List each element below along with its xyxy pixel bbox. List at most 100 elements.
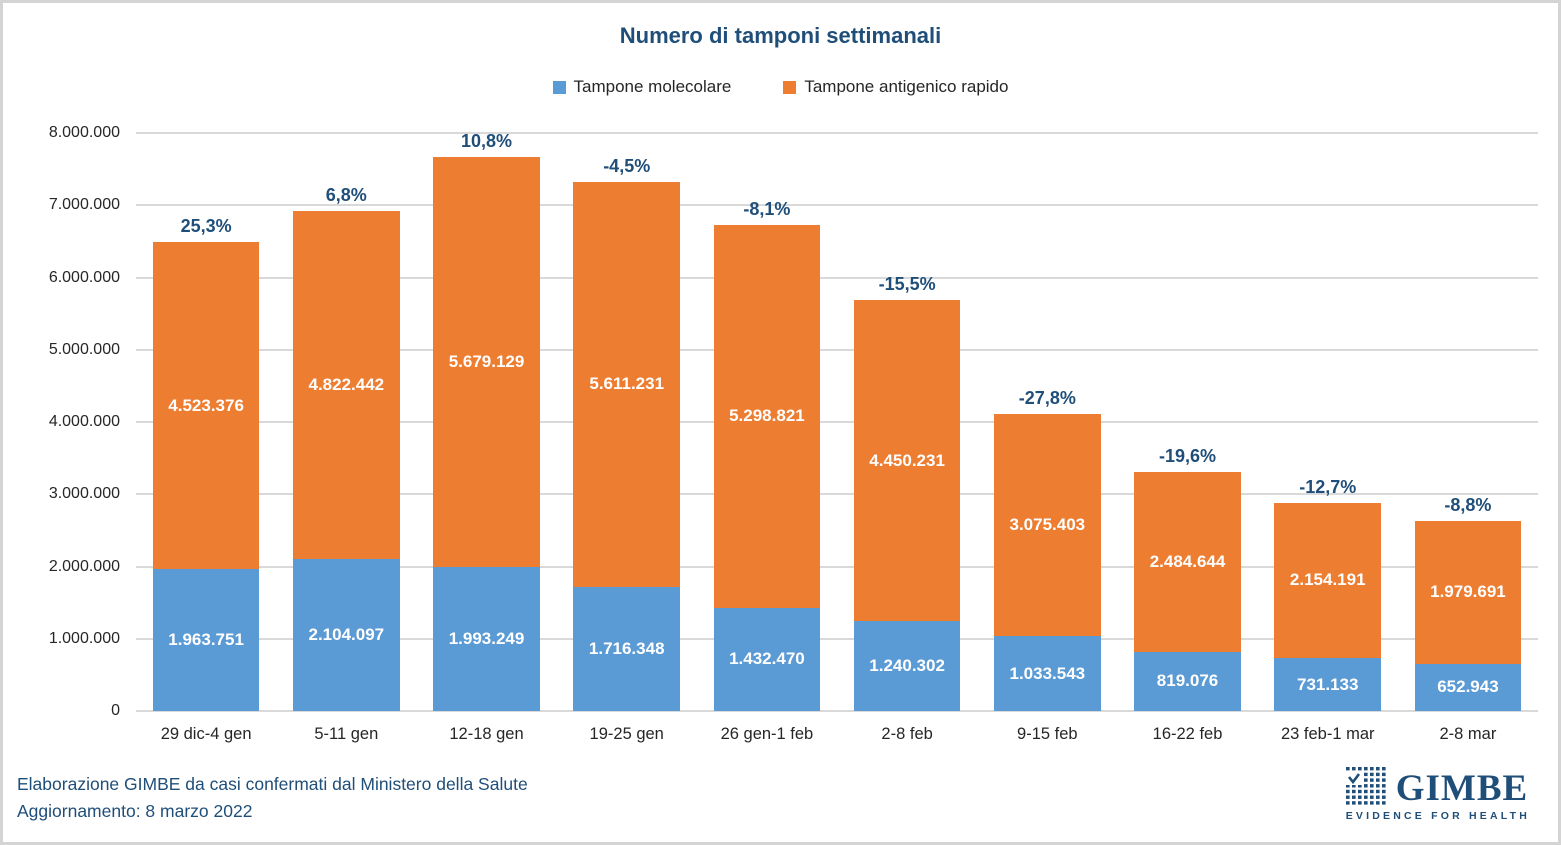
footer-source-line: Elaborazione GIMBE da casi confermati da… [17,774,528,794]
gimbe-logo-icon [1345,767,1386,805]
bar-stack: 5.611.231 1.716.348 [573,181,680,711]
bar-stack: 1.979.691 652.943 [1414,520,1522,711]
bar-segment-molecolare: 1.432.470 [713,607,821,711]
y-axis-tick-label: 0 [111,702,120,719]
footer: Elaborazione GIMBE da casi confermati da… [17,771,528,825]
bar-value-label: 5.611.231 [589,374,665,394]
x-axis-category-label: 2-8 mar [1439,725,1497,743]
legend: Tampone molecolare Tampone antigenico rap… [3,77,1558,97]
gridline [136,565,1538,568]
bar-group: 10,8% 5.679.129 1.993.249 [416,131,556,711]
bar-value-label: 2.104.097 [308,624,385,644]
pct-change-label: -19,6% [1159,446,1217,467]
x-axis-category-label: 9-15 feb [1017,725,1078,743]
gridline [136,348,1538,351]
bar-group: 6,8% 4.822.442 2.104.097 [276,133,416,711]
legend-item: Tampone molecolare [552,77,732,97]
x-axis-category-label: 12-18 gen [449,725,524,743]
gridline [136,276,1538,279]
bar-value-label: 819.076 [1156,671,1219,691]
footer-update-line: Aggiornamento: 8 marzo 2022 [17,801,253,821]
legend-label: Tampone antigenico rapido [804,77,1009,96]
y-axis: 0 1.000.000 2.000.000 3.000.000 4.000.000 5.0… [3,124,126,719]
bar-segment-antigenico-rapido: 1.979.691 [1414,520,1522,664]
x-axis-category-label: 16-22 feb [1152,725,1223,743]
pct-change-label: 25,3% [180,216,232,237]
bar-stack: 5.298.821 1.432.470 [713,224,821,711]
bar-stack: 4.822.442 2.104.097 [293,210,400,711]
bar-stack: 4.450.231 1.240.302 [853,299,961,711]
bar-segment-molecolare: 1.993.249 [433,567,540,711]
x-axis-category-label: 19-25 gen [589,725,664,743]
x-axis-category-label: 2-8 feb [881,725,933,743]
bar-value-label: 4.822.442 [308,374,385,394]
pct-change-label: 10,8% [460,130,513,151]
y-axis-tick-label: 6.000.000 [48,268,120,286]
bar-segment-molecolare: 1.963.751 [152,569,260,711]
bar-segment-antigenico-rapido: 4.822.442 [293,210,400,559]
bar-segment-molecolare: 1.033.543 [994,636,1101,711]
chart-title: Numero di tamponi settimanali [619,23,942,48]
bar-group: -27,8% 3.075.403 1.033.543 [977,133,1117,711]
y-axis-tick-label: 2.000.000 [48,557,120,575]
bar-segment-antigenico-rapido: 5.298.821 [713,224,821,608]
bar-segment-antigenico-rapido: 5.679.129 [433,156,540,567]
gridline [136,132,1538,134]
bar-value-label: 5.679.129 [448,351,525,371]
bar-value-label: 4.450.231 [869,450,945,470]
bar-segment-molecolare: 2.104.097 [293,558,400,711]
pct-change-label: -12,7% [1299,476,1357,497]
x-axis-category-label: 23 feb-1 mar [1280,725,1375,743]
bar-group: -8,1% 5.298.821 1.432.470 [697,133,837,711]
bar-group: -12,7% 2.154.191 731.133 [1258,133,1398,711]
bar-segment-antigenico-rapido: 2.154.191 [1274,502,1381,659]
gridline [136,493,1538,496]
x-axis-category-label: 29 dic-4 gen [160,725,252,743]
bar-stack: 3.075.403 1.033.543 [994,414,1101,711]
x-axis: 29 dic-4 gen 5-11 gen 12-18 gen 19-25 gen 26… [136,725,1538,744]
bar-value-label: 3.075.403 [1009,515,1086,535]
bar-stack: 2.154.191 731.133 [1274,502,1381,711]
bar-value-label: 5.298.821 [729,406,805,426]
gimbe-wordmark: GIMBE [1395,768,1529,809]
bar-groups: 25,3% 4.523.376 1.963.751 6,8% 4.822.442 2.10… [136,131,1538,711]
y-axis-tick-label: 7.000.000 [48,196,120,214]
y-axis-tick-label: 8.000.000 [48,124,120,141]
legend-swatch [552,80,566,94]
bar-value-label: 1.979.691 [1430,582,1506,602]
bar-segment-molecolare: 819.076 [1134,651,1241,711]
bar-segment-molecolare: 1.240.302 [853,621,961,711]
bar-value-label: 1.240.302 [869,656,945,676]
bar-value-label: 1.033.543 [1009,663,1086,683]
y-axis-tick-label: 4.000.000 [48,413,120,430]
bar-group: -19,6% 2.484.644 819.076 [1117,133,1257,711]
bar-group: -8,8% 1.979.691 652.943 [1398,133,1538,711]
legend-label: Tampone molecolare [573,77,732,96]
bar-segment-antigenico-rapido: 4.523.376 [152,242,260,570]
plot-area: 25,3% 4.523.376 1.963.751 6,8% 4.822.442 2.10… [136,131,1538,712]
y-axis-tick-label: 1.000.000 [48,629,120,647]
bar-value-label: 731.133 [1297,674,1359,694]
pct-change-label: -27,8% [1018,388,1076,409]
bar-value-label: 1.963.751 [168,630,244,650]
bar-segment-antigenico-rapido: 2.484.644 [1134,472,1241,652]
bar-group: -4,5% 5.611.231 1.716.348 [557,133,697,711]
x-axis-category-label: 26 gen-1 feb [720,725,814,743]
bar-group: 25,3% 4.523.376 1.963.751 [136,133,276,711]
gimbe-tagline: EVIDENCE FOR HEALTH [1345,810,1530,822]
pct-change-label: -15,5% [878,273,936,294]
pct-change-label: -8,1% [743,198,791,219]
pct-change-label: 6,8% [325,184,367,205]
bar-segment-molecolare: 652.943 [1414,663,1522,711]
bar-value-label: 2.484.644 [1149,552,1226,572]
bar-stack: 5.679.129 1.993.249 [433,156,540,711]
bar-stack: 2.484.644 819.076 [1134,472,1241,711]
bar-segment-antigenico-rapido: 5.611.231 [573,181,680,587]
bar-value-label: 1.993.249 [448,629,525,648]
pct-change-label: -8,8% [1444,494,1492,515]
bar-value-label: 1.432.470 [729,649,805,669]
bar-segment-molecolare: 1.716.348 [573,587,680,711]
legend-item: Tampone antigenico rapido [783,77,1008,97]
bar-value-label: 1.716.348 [588,639,665,658]
